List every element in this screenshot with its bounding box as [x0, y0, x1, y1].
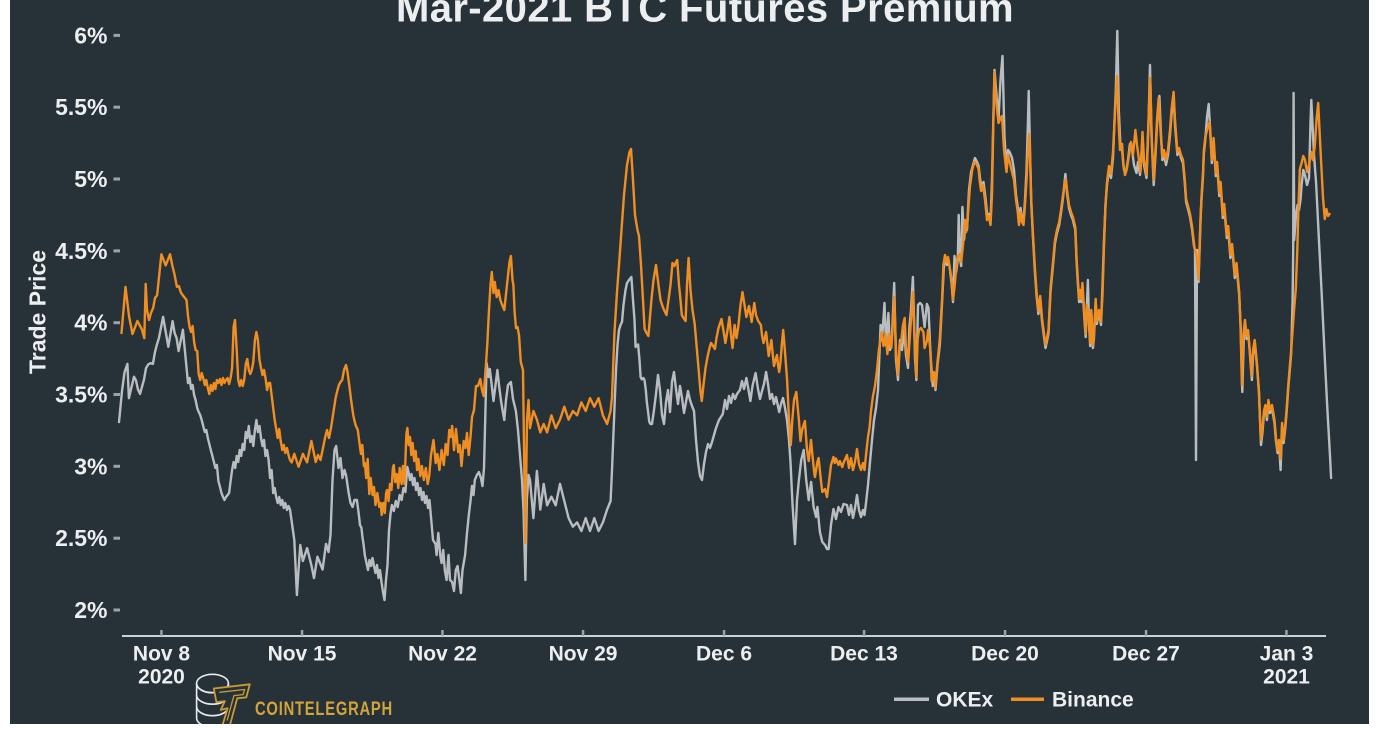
svg-text:Nov 29: Nov 29 — [549, 643, 618, 666]
svg-text:Mar-2021 BTC Futures Premium: Mar-2021 BTC Futures Premium — [396, 0, 1014, 31]
svg-text:Dec 13: Dec 13 — [830, 643, 898, 666]
svg-text:3%: 3% — [74, 453, 107, 479]
svg-text:5.5%: 5.5% — [55, 94, 107, 120]
svg-text:2.5%: 2.5% — [55, 525, 107, 551]
svg-text:Jan 3: Jan 3 — [1260, 643, 1314, 666]
svg-text:4.5%: 4.5% — [55, 238, 107, 264]
svg-text:2%: 2% — [74, 597, 107, 623]
svg-text:Binance: Binance — [1052, 689, 1134, 712]
svg-text:5%: 5% — [74, 166, 107, 192]
svg-text:Dec 27: Dec 27 — [1112, 643, 1180, 666]
svg-text:6%: 6% — [74, 22, 107, 48]
svg-text:4%: 4% — [74, 310, 107, 336]
svg-text:COINTELEGRAPH: COINTELEGRAPH — [255, 699, 393, 720]
svg-text:3.5%: 3.5% — [55, 382, 107, 408]
svg-text:2021: 2021 — [1263, 666, 1310, 689]
svg-text:2020: 2020 — [138, 666, 185, 689]
svg-text:Dec 6: Dec 6 — [696, 643, 752, 666]
svg-text:Trade Price: Trade Price — [25, 250, 51, 374]
svg-text:Dec 20: Dec 20 — [971, 643, 1039, 666]
svg-text:OKEx: OKEx — [936, 689, 994, 712]
svg-text:Nov 8: Nov 8 — [133, 643, 191, 666]
svg-text:Nov 15: Nov 15 — [268, 643, 337, 666]
svg-text:Nov 22: Nov 22 — [408, 643, 477, 666]
